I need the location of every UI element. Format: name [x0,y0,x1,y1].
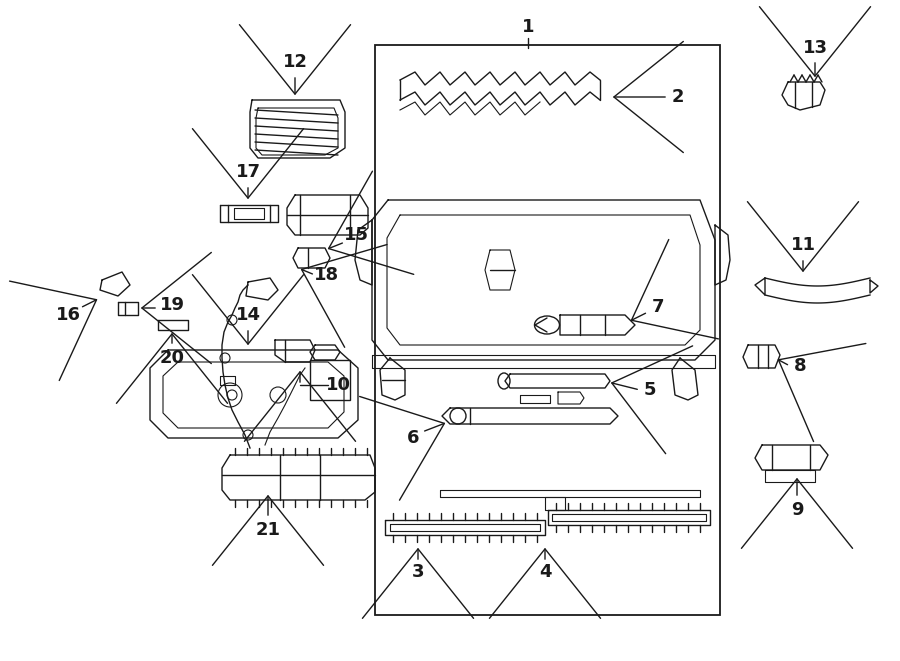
Text: 19: 19 [159,296,184,314]
Text: 14: 14 [236,306,260,324]
Text: 1: 1 [522,18,535,36]
Text: 21: 21 [256,521,281,539]
Text: 5: 5 [644,381,656,399]
Text: 17: 17 [236,163,260,181]
Text: 20: 20 [159,349,184,367]
Text: 16: 16 [56,306,80,324]
Bar [375,45,720,615]
Text: 11: 11 [790,236,815,254]
Text: 15: 15 [344,226,368,244]
Text: 4: 4 [539,563,551,581]
Text: 6: 6 [407,429,419,447]
Bar [310,360,350,400]
Text: 8: 8 [794,357,806,375]
Text: 3: 3 [412,563,424,581]
Text: 13: 13 [803,39,827,57]
Text: 10: 10 [326,376,350,394]
Text: 18: 18 [313,266,338,284]
Text: 7: 7 [652,298,664,316]
Text: 9: 9 [791,501,803,519]
Text: 12: 12 [283,53,308,71]
Text: 2: 2 [671,88,684,106]
